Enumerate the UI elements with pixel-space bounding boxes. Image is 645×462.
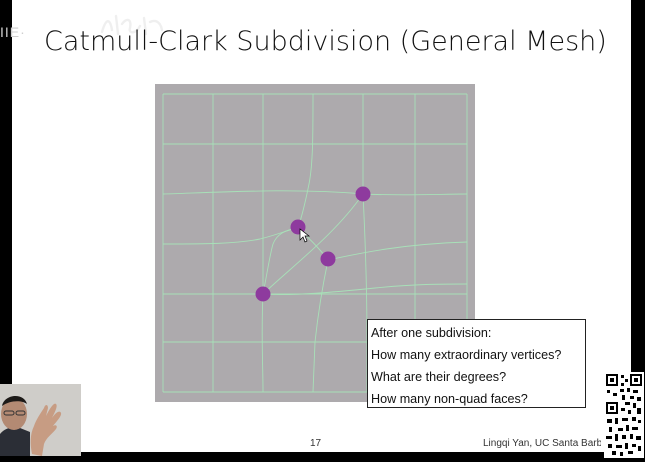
- page-number: 17: [310, 438, 322, 449]
- question-line: After one subdivision:: [371, 326, 492, 340]
- question-line: How many extraordinary vertices?: [371, 348, 562, 362]
- left-frame-border: [0, 0, 12, 462]
- footer-author: Lingqi Yan, UC Santa Barbara: [483, 438, 601, 449]
- slide-title: Catmull-Clark Subdivision (General Mesh): [44, 26, 607, 57]
- watermark-logo-icon: [100, 14, 164, 36]
- right-frame-border: [631, 0, 645, 462]
- question-box: After one subdivision: How many extraord…: [367, 319, 586, 408]
- bottom-frame-border: [0, 452, 645, 462]
- presenter-avatar-icon: [0, 384, 81, 456]
- watermark-text: IIE·: [0, 24, 26, 40]
- question-line: What are their degrees?: [371, 370, 507, 384]
- presenter-webcam: [0, 384, 81, 456]
- question-line: How many non-quad faces?: [371, 392, 528, 406]
- qr-code-icon: [604, 372, 644, 458]
